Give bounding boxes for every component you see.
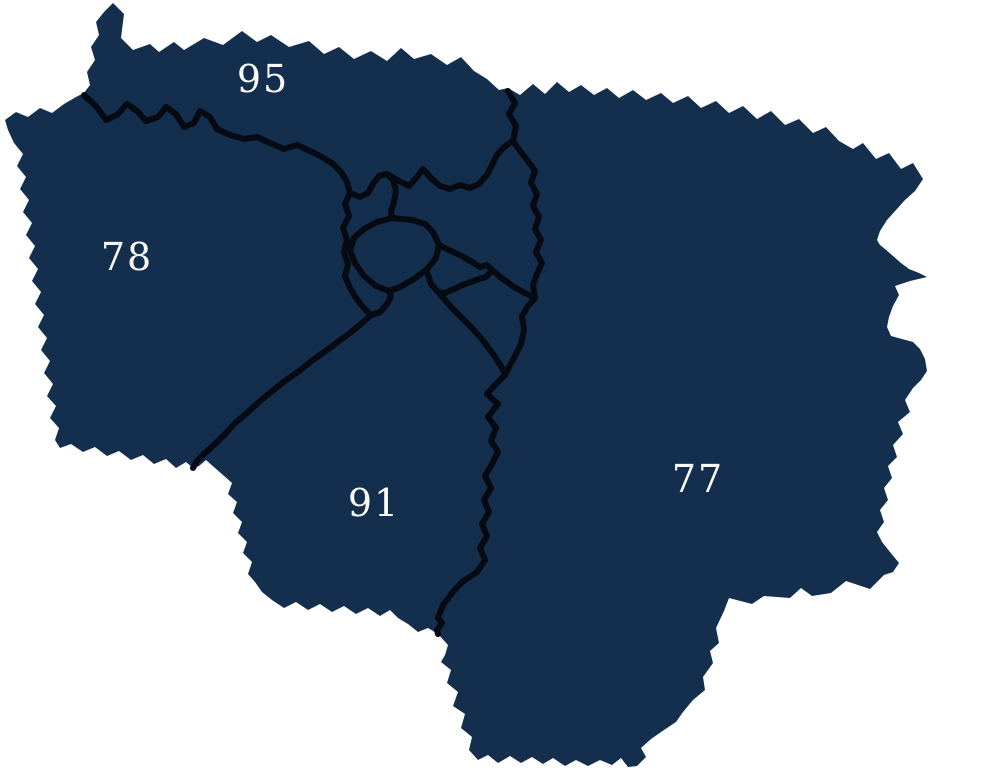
border-78-92: [340, 190, 374, 318]
region-silhouette[interactable]: [5, 3, 927, 767]
label-dept-95: 95: [237, 57, 289, 101]
border-94-77: [502, 295, 538, 378]
border-91-94: [435, 289, 508, 378]
border-78-91: [190, 312, 374, 471]
border-94-arm: [424, 242, 495, 296]
border-paris: [347, 215, 442, 294]
border-91-77: [434, 372, 508, 637]
border-95-78: [81, 92, 353, 196]
border-92-tip: [368, 288, 394, 318]
label-dept-78: 78: [101, 235, 153, 279]
department-borders: [81, 88, 545, 637]
border-94-north: [489, 267, 538, 301]
border-95-77: [505, 88, 519, 144]
border-93-77: [510, 138, 545, 301]
border-95-93: [384, 138, 516, 192]
department-labels: 95 78 91 77: [101, 57, 724, 525]
label-dept-91: 91: [348, 481, 400, 525]
label-dept-77: 77: [672, 457, 724, 501]
